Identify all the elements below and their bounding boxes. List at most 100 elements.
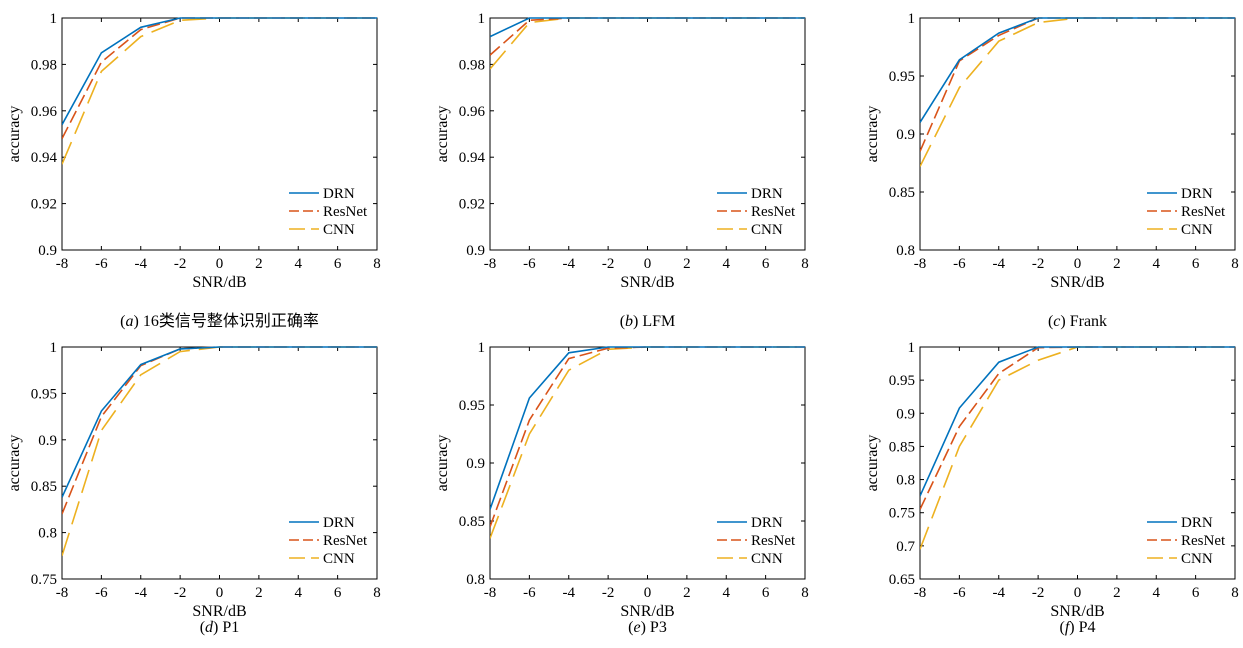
- x-tick-label: -6: [953, 585, 966, 601]
- y-tick-label: 0.85: [459, 514, 485, 530]
- y-axis-title: accuracy: [864, 106, 881, 163]
- x-axis-title: SNR/dB: [1050, 274, 1104, 291]
- y-tick-label: 0.92: [459, 197, 485, 213]
- y-tick-label: 0.98: [459, 57, 485, 73]
- y-tick-label: 0.95: [31, 386, 57, 402]
- caption-tag: e: [633, 619, 640, 636]
- y-tick-label: 0.85: [889, 439, 915, 455]
- legend-label-resnet: ResNet: [323, 204, 368, 220]
- y-axis-title: accuracy: [434, 106, 451, 163]
- caption-tag: b: [625, 313, 633, 330]
- x-tick-label: 4: [723, 256, 731, 272]
- x-tick-label: 4: [1153, 585, 1161, 601]
- chart-panel-b: -8 -6 -4 -2 0 2 4 6 8 0.9 0.92 0.94 0.96 0.98 1 SNR/dB a…: [434, 11, 809, 330]
- caption-text: P1: [222, 619, 239, 636]
- y-tick-label: 1: [478, 11, 486, 27]
- plot-area: [919, 346, 1236, 580]
- legend-label-drn: DRN: [1181, 186, 1213, 202]
- x-axis-title: SNR/dB: [1050, 603, 1104, 620]
- y-tick-label: 0.9: [38, 243, 57, 259]
- y-tick-label: 0.9: [466, 243, 485, 259]
- y-tick-label: 0.75: [889, 506, 915, 522]
- y-tick-label: 1: [50, 11, 58, 27]
- caption-paren-open: (: [1059, 619, 1064, 636]
- x-tick-label: -2: [174, 256, 187, 272]
- y-tick-label: 0.8: [38, 526, 57, 542]
- y-tick-label: 0.75: [31, 572, 57, 588]
- x-tick-label: 4: [1153, 256, 1161, 272]
- legend-label-drn: DRN: [323, 515, 355, 531]
- x-tick-label: 8: [1231, 256, 1239, 272]
- x-tick-label: -8: [484, 256, 497, 272]
- x-tick-label: 8: [1231, 585, 1239, 601]
- x-tick-label: -4: [993, 256, 1006, 272]
- caption-paren-close: ): [1069, 619, 1078, 636]
- caption-paren-close: ): [213, 619, 222, 636]
- x-tick-label: 2: [255, 585, 263, 601]
- legend-label-cnn: CNN: [1181, 551, 1213, 567]
- x-tick-label: -8: [484, 585, 497, 601]
- x-tick-label: 6: [1192, 256, 1200, 272]
- y-tick-label: 0.95: [459, 398, 485, 414]
- caption-paren-open: (: [620, 313, 625, 330]
- x-tick-label: -2: [174, 585, 187, 601]
- y-axis-title: accuracy: [434, 435, 451, 492]
- legend-label-cnn: CNN: [1181, 222, 1213, 238]
- y-tick-label: 0.8: [896, 243, 915, 259]
- caption-paren-open: (: [628, 619, 633, 636]
- x-tick-label: -4: [563, 256, 576, 272]
- x-tick-label: 6: [762, 585, 770, 601]
- x-tick-label: -6: [523, 256, 536, 272]
- caption-paren-close: ): [133, 313, 142, 330]
- x-tick-label: 8: [801, 256, 809, 272]
- x-tick-label: 8: [373, 256, 381, 272]
- series-line-drn: [920, 17, 1235, 123]
- x-tick-label: 0: [216, 585, 224, 601]
- y-tick-label: 0.98: [31, 57, 57, 73]
- legend-label-resnet: ResNet: [1181, 204, 1226, 220]
- x-tick-label: -2: [1032, 585, 1045, 601]
- legend-label-drn: DRN: [323, 186, 355, 202]
- y-tick-label: 1: [50, 340, 58, 356]
- caption-text: 16类信号整体识别正确率: [143, 312, 319, 330]
- y-tick-label: 0.7: [896, 539, 915, 555]
- caption-tag: a: [125, 313, 133, 330]
- series-line-drn: [920, 346, 1235, 497]
- x-tick-label: -2: [1032, 256, 1045, 272]
- x-axis-title: SNR/dB: [192, 274, 246, 291]
- panel-caption: (e) P3: [628, 619, 667, 636]
- plot-area: [61, 346, 378, 580]
- x-tick-label: 0: [1074, 256, 1082, 272]
- y-tick-label: 0.96: [31, 104, 58, 120]
- x-tick-label: 0: [1074, 585, 1082, 601]
- legend-label-cnn: CNN: [751, 222, 783, 238]
- y-tick-label: 1: [908, 11, 916, 27]
- y-axis-title: accuracy: [6, 106, 23, 163]
- x-tick-label: 6: [1192, 585, 1200, 601]
- chart-panel-c: -8 -6 -4 -2 0 2 4 6 8 0.8 0.85 0.9 0.95 1 SNR/dB accura…: [864, 11, 1239, 330]
- y-axis-title: accuracy: [6, 435, 23, 492]
- caption-tag: f: [1065, 619, 1072, 636]
- y-tick-label: 0.85: [31, 479, 57, 495]
- x-tick-label: 2: [255, 256, 263, 272]
- caption-text: Frank: [1070, 313, 1107, 330]
- y-tick-label: 0.9: [466, 456, 485, 472]
- y-tick-label: 0.65: [889, 572, 915, 588]
- caption-paren-open: (: [200, 619, 205, 636]
- x-axis-title: SNR/dB: [620, 274, 674, 291]
- x-tick-label: 6: [334, 256, 342, 272]
- y-tick-label: 0.96: [459, 104, 486, 120]
- legend-label-resnet: ResNet: [1181, 533, 1226, 549]
- y-tick-label: 0.95: [889, 69, 915, 85]
- x-tick-label: 2: [1113, 585, 1121, 601]
- x-tick-label: -2: [602, 256, 615, 272]
- panel-caption: (d) P1: [200, 619, 240, 636]
- x-tick-label: -4: [563, 585, 576, 601]
- y-tick-label: 0.94: [31, 150, 58, 166]
- legend-label-cnn: CNN: [323, 222, 355, 238]
- x-tick-label: -2: [602, 585, 615, 601]
- x-tick-label: 6: [334, 585, 342, 601]
- series-line-drn: [490, 346, 805, 510]
- x-tick-label: -8: [914, 256, 927, 272]
- caption-text: LFM: [642, 313, 675, 330]
